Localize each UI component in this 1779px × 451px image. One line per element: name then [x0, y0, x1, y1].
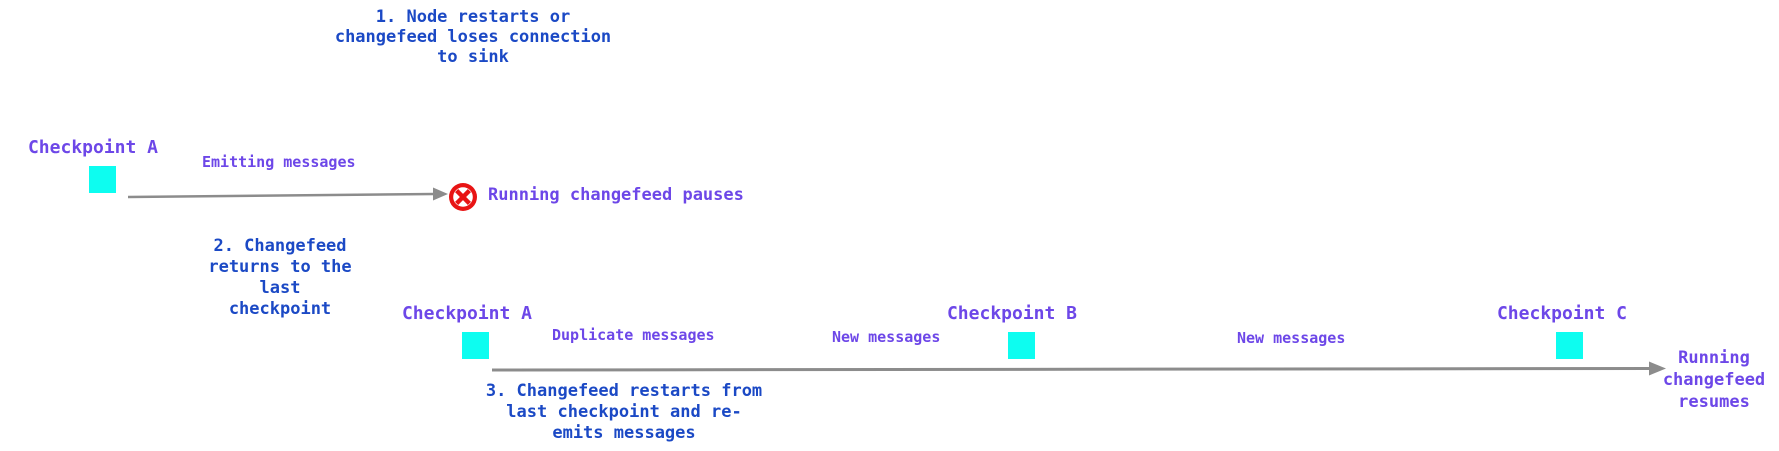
- annotation-step-1: 1. Node restarts or changefeed loses con…: [334, 7, 612, 67]
- checkpoint-c-marker: [1556, 332, 1583, 359]
- error-x-circle-icon: [448, 182, 478, 212]
- checkpoint-a-marker-bottom: [462, 332, 489, 359]
- checkpoint-c-label: Checkpoint C: [1496, 303, 1628, 324]
- paused-timeline-line: [127, 192, 435, 199]
- new-messages-label-1: New messages: [832, 328, 941, 346]
- resumed-timeline-arrowhead-icon: [1649, 361, 1666, 376]
- annotation-step-3: 3. Changefeed restarts from last checkpo…: [485, 381, 763, 443]
- running-changefeed-pauses-label: Running changefeed pauses: [488, 185, 744, 205]
- checkpoint-b-label: Checkpoint B: [946, 303, 1078, 324]
- resumed-timeline-line: [491, 367, 1651, 372]
- new-messages-label-2: New messages: [1237, 329, 1346, 347]
- checkpoint-a-label-top: Checkpoint A: [27, 137, 159, 158]
- checkpoint-a-label-bottom: Checkpoint A: [401, 303, 533, 324]
- annotation-step-2: 2. Changefeed returns to the last checkp…: [208, 236, 352, 319]
- running-changefeed-resumes-label: Running changefeed resumes: [1662, 348, 1766, 412]
- checkpoint-b-marker: [1008, 332, 1035, 359]
- duplicate-messages-label: Duplicate messages: [552, 326, 715, 344]
- emitting-messages-label: Emitting messages: [202, 153, 356, 171]
- checkpoint-a-marker-top: [89, 166, 116, 193]
- paused-timeline-arrowhead-icon: [433, 187, 448, 201]
